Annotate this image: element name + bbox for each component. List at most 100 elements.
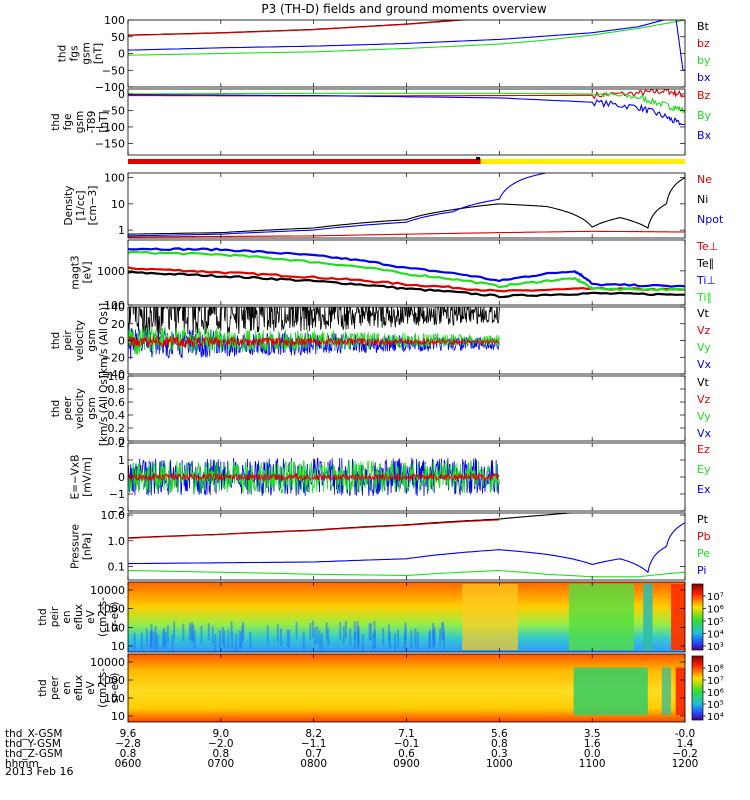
series-bz-line <box>128 20 471 36</box>
spectrogram-streak <box>171 634 174 652</box>
ephemeris-value: 0700 <box>207 758 234 770</box>
legend: Vt Vz Vy Vx <box>697 376 712 440</box>
spectrogram-streak <box>432 630 435 648</box>
legend-Vz: Vz <box>697 324 711 337</box>
y-tick-label: 0.6 <box>108 396 126 409</box>
spectrogram-streak <box>311 620 314 639</box>
spectrogram-region-2 <box>675 667 685 716</box>
y-axis-label-line: [nT] <box>93 43 105 64</box>
spectrogram-streak <box>238 630 241 649</box>
colorbar-tick-label: 10⁶ <box>707 605 724 616</box>
legend-Npot: Npot <box>697 213 724 226</box>
series-Ez-trace <box>128 457 500 497</box>
spectrogram-streak <box>223 630 226 649</box>
y-axis-label-line: gsm <box>81 42 93 64</box>
y-tick-label: 1 <box>118 454 125 467</box>
legend-Ez: Ez <box>697 443 710 456</box>
panel-frame <box>127 88 686 156</box>
spectrogram-streak <box>309 622 312 641</box>
spectrogram-streak <box>164 631 167 650</box>
spectrogram-streak <box>442 622 445 640</box>
series-Bx-line <box>128 94 685 126</box>
y-axis-label-line: fgs <box>69 46 81 62</box>
y-axis-label-line: thd <box>50 332 62 349</box>
y-tick-label: 20 <box>111 318 125 331</box>
y-tick-label: 0.0 <box>108 435 126 448</box>
colorbar-gradient <box>691 655 704 721</box>
legend-Vy: Vy <box>697 410 711 423</box>
spectrogram-streak <box>288 629 291 648</box>
legend-Ex: Ex <box>697 483 711 496</box>
spectrogram-streak <box>320 633 323 652</box>
y-tick-label: 1000 <box>97 603 125 616</box>
colorbar-tick-label: 10³ <box>707 642 724 653</box>
ephemeris-value: 0.7 <box>305 748 322 760</box>
spectrogram-streak <box>295 621 298 640</box>
y-tick-label: −50 <box>102 104 125 117</box>
y-axis-label-line: gsm <box>86 329 98 351</box>
y-axis-label-line: (cm2-s- <box>97 668 109 708</box>
spectrogram-streak <box>302 631 305 649</box>
panel-peer: 1.00.80.60.40.20.0 thd peer velocity gsm [km/… <box>50 370 712 448</box>
y-axis-label-line: [nPa] <box>82 533 94 560</box>
spectrogram-streak <box>368 623 371 641</box>
spectrogram-streak <box>313 627 316 645</box>
y-axis-label-line: thd <box>50 400 62 417</box>
y-axis-label-line: [mV/m] <box>82 457 94 496</box>
legend-Vt: Vt <box>697 376 710 389</box>
spectrogram-streak <box>382 628 385 646</box>
colorbar-tick-label: 10⁶ <box>707 688 724 699</box>
y-tick-label: 100 <box>104 172 125 185</box>
y-axis-label-line: Density <box>63 186 75 226</box>
ephemeris-value: 1000 <box>486 758 513 770</box>
y-axis-label-line: [cm−3] <box>87 186 99 226</box>
legend: Bz By Bx <box>697 89 712 142</box>
ephemeris-row-label: thd_Z-GSM <box>5 748 63 760</box>
series-Pi-line <box>128 522 685 574</box>
y-tick-label: 1000 <box>97 265 125 278</box>
y-tick-label: −150 <box>95 137 125 150</box>
y-tick-label: 10000 <box>90 584 125 597</box>
legend-By: By <box>697 109 712 122</box>
colorbar-tick-label: 10⁷ <box>707 676 724 687</box>
y-axis-label-line: -T89 <box>86 111 98 134</box>
spectrogram-streak <box>357 630 360 648</box>
y-tick-label: 0.4 <box>108 409 126 422</box>
spectrogram-streak <box>140 632 143 651</box>
mode-bar-segment-red <box>128 159 481 164</box>
spectrogram-streak <box>428 631 431 650</box>
mode-bar <box>128 157 685 164</box>
spectrogram-streak <box>443 631 446 649</box>
series-Ni-line <box>128 177 685 235</box>
colorbar-gradient <box>691 583 704 651</box>
y-axis-label-line: velocity <box>74 320 86 361</box>
spectrogram-streak <box>276 623 279 642</box>
spectrogram-streak <box>388 631 391 650</box>
legend-Bz: Bz <box>697 89 711 102</box>
ephemeris-value: 7.1 <box>398 728 415 740</box>
ephemeris-value: −1.1 <box>301 738 327 750</box>
panel-density: 100 10 1 Density [1/cc] [cm−3] Ne Ni Npot <box>63 172 724 239</box>
spectrogram-streak <box>173 621 176 639</box>
spectrogram-streak <box>207 623 210 641</box>
series-Ne-line <box>128 230 685 238</box>
ephemeris-value: 1100 <box>579 758 606 770</box>
panel-frame <box>127 512 686 581</box>
spectrogram-streak <box>354 631 357 650</box>
legend-Te⊥: Te⊥ <box>696 240 718 253</box>
y-axis-label-line: thd <box>50 113 62 130</box>
legend: Bt bz by bx <box>697 20 711 84</box>
spectrogram-streak <box>373 620 376 639</box>
spectrogram-streak <box>372 633 375 651</box>
panel-plot-area <box>128 173 685 238</box>
y-tick-label: 0.1 <box>108 561 126 574</box>
plot-title: P3 (TH-D) fields and ground moments over… <box>261 2 546 16</box>
y-tick-label: −100 <box>95 121 125 134</box>
y-axis-label-line: [km/s (All Qs)] <box>98 303 110 378</box>
spectrogram-streak <box>374 630 377 649</box>
spectrogram-streak <box>235 633 238 651</box>
spectrogram-streak <box>149 631 152 649</box>
panel-fgs: 100 50 0 −50 −100 thd fgs gsm [nT] Bt bz by bx <box>57 14 711 94</box>
